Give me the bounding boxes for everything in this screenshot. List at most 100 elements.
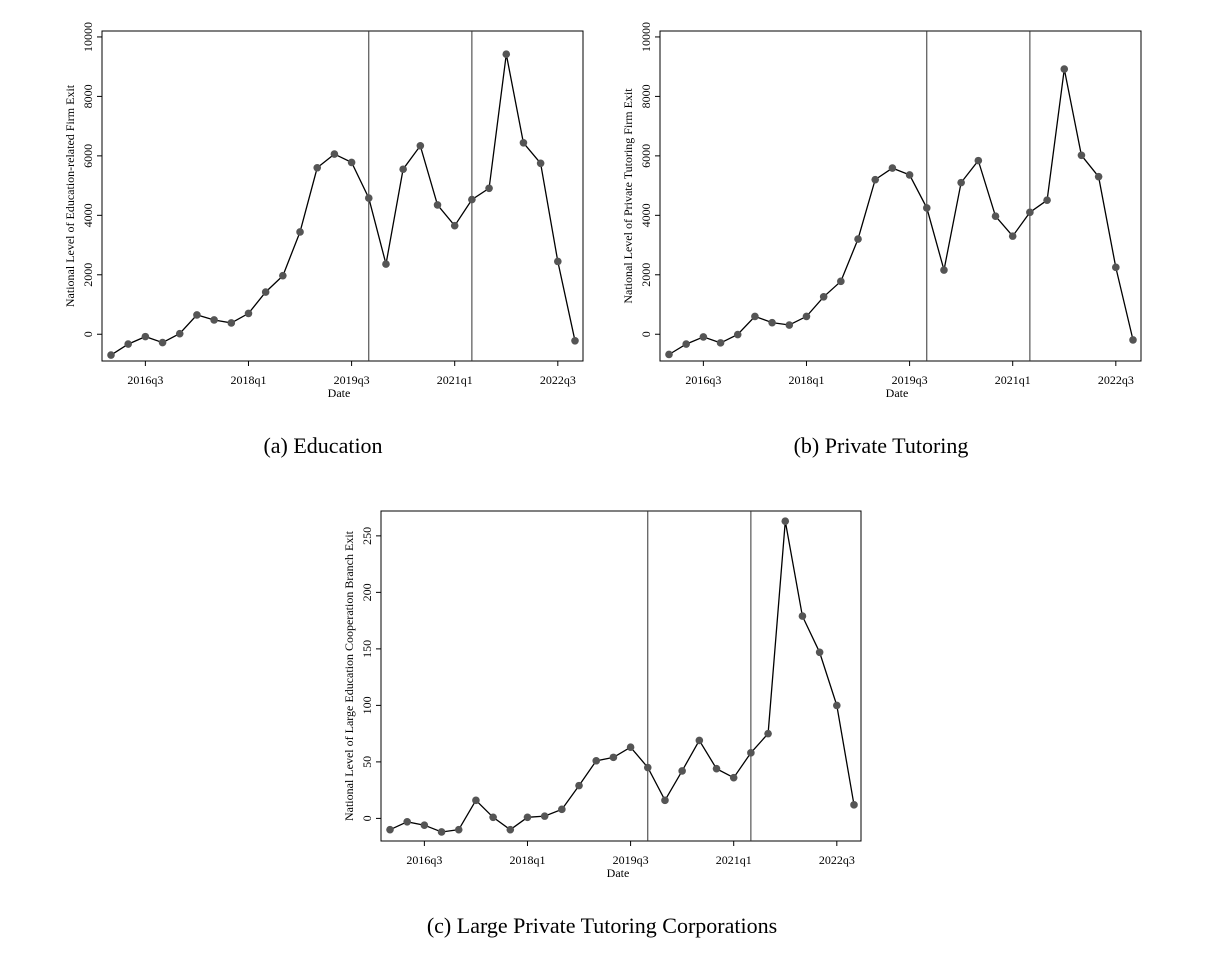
x-tick-label: 2021q1 — [437, 373, 473, 387]
data-point — [764, 729, 772, 738]
data-point — [922, 204, 931, 212]
series-line — [389, 521, 855, 833]
data-point — [450, 221, 459, 230]
y-tick-label: 2000 — [639, 263, 653, 287]
data-point — [751, 312, 759, 321]
data-point — [386, 825, 394, 834]
y-axis-label: National Level of Education-related Firm… — [63, 84, 77, 307]
data-point — [193, 311, 201, 319]
data-point — [665, 350, 673, 359]
data-point — [330, 150, 339, 158]
x-tick-label: 2019q3 — [613, 853, 649, 867]
caption-education: (a) Education — [263, 433, 383, 458]
data-point — [437, 828, 446, 836]
data-point — [682, 340, 690, 348]
x-tick-label: 2022q3 — [540, 373, 576, 387]
caption-private-tutoring: (b) Private Tutoring — [793, 433, 969, 458]
x-tick-label: 2021q1 — [716, 853, 752, 867]
y-tick-label: 150 — [360, 640, 374, 658]
chart-panel-corp: 2016q3 2018q1 2019q3 2021q1 2022q3 Date 0 50 100… — [342, 510, 862, 880]
x-tick-label: 2018q1 — [230, 373, 266, 387]
y-tick-label: 0 — [81, 331, 95, 337]
y-tick-label: 250 — [360, 527, 374, 545]
data-point — [815, 648, 824, 657]
data-point — [716, 339, 725, 347]
y-tick-label: 10000 — [639, 22, 653, 52]
data-point — [454, 825, 463, 834]
plot-frame — [659, 30, 1142, 362]
data-point — [1060, 65, 1069, 73]
y-tick-label: 50 — [360, 756, 374, 768]
data-point — [175, 329, 184, 338]
y-tick-label: 8000 — [81, 84, 95, 108]
data-point — [540, 812, 549, 820]
x-tick-label: 2019q3 — [334, 373, 370, 387]
x-tick-label: 2018q1 — [788, 373, 824, 387]
data-point — [781, 517, 790, 525]
data-point — [158, 338, 167, 347]
data-point — [1112, 263, 1120, 272]
data-point — [124, 340, 132, 348]
data-point — [819, 292, 828, 301]
data-point — [399, 165, 407, 174]
data-point — [592, 756, 601, 765]
data-point — [575, 781, 583, 790]
y-tick-label: 6000 — [639, 144, 653, 168]
caption-large-corporations: (c) Large Private Tutoring Corporations — [426, 913, 778, 938]
data-point — [403, 817, 411, 826]
plot-frame — [380, 510, 862, 842]
data-point — [747, 749, 755, 757]
data-point — [364, 194, 373, 202]
data-point — [798, 612, 807, 620]
data-point — [940, 266, 948, 274]
data-point — [699, 333, 708, 341]
data-point — [626, 743, 635, 751]
data-point — [661, 796, 669, 805]
y-tick-label: 200 — [360, 583, 374, 601]
data-point — [433, 201, 442, 209]
x-axis-label: Date — [886, 386, 909, 400]
data-point — [502, 50, 511, 58]
y-axis-label: National Level of Private Tutoring Firm … — [621, 88, 635, 304]
data-point — [536, 159, 545, 168]
x-tick-label: 2016q3 — [127, 373, 163, 387]
y-tick-label: 6000 — [81, 144, 95, 168]
series-line — [110, 54, 576, 356]
chart-panel-tutor: 2016q3 2018q1 2019q3 2021q1 2022q3 Date 0 2000 4… — [621, 22, 1142, 400]
data-point — [837, 277, 845, 286]
data-point — [1077, 151, 1086, 160]
plot-frame — [101, 30, 584, 362]
y-axis-label: National Level of Large Education Cooper… — [342, 530, 356, 821]
data-point — [871, 175, 880, 184]
data-point — [472, 796, 480, 805]
data-point — [1129, 336, 1137, 344]
data-point — [296, 228, 304, 236]
y-tick-label: 100 — [360, 696, 374, 714]
y-tick-label: 2000 — [81, 263, 95, 287]
data-point — [347, 158, 356, 167]
x-tick-label: 2022q3 — [1098, 373, 1134, 387]
data-point — [554, 257, 562, 266]
data-point — [416, 141, 425, 150]
data-point — [210, 316, 218, 324]
data-point — [227, 319, 236, 327]
data-point — [1043, 196, 1051, 204]
x-axis-label: Date — [328, 386, 351, 400]
data-point — [1026, 208, 1034, 217]
data-point — [279, 271, 287, 280]
x-tick-label: 2016q3 — [406, 853, 442, 867]
data-point — [712, 764, 721, 773]
y-tick-label: 4000 — [81, 203, 95, 227]
data-point — [506, 825, 515, 834]
data-point — [957, 178, 965, 187]
data-point — [1008, 232, 1017, 240]
data-point — [519, 138, 528, 147]
data-point — [382, 260, 390, 268]
data-point — [695, 736, 704, 745]
data-point — [785, 321, 794, 329]
data-point — [768, 318, 776, 327]
data-point — [888, 164, 897, 172]
data-point — [261, 288, 270, 296]
data-point — [802, 312, 811, 321]
